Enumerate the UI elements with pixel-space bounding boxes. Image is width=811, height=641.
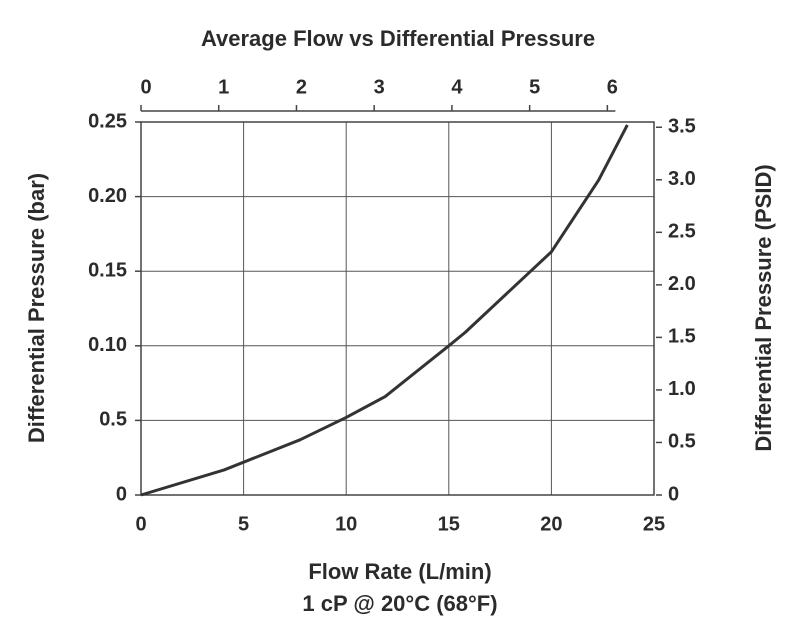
- data-line: [140, 124, 629, 497]
- x2-tick-label: 1: [218, 76, 229, 98]
- chart-title: Average Flow vs Differential Pressure: [201, 26, 595, 51]
- y-tick-label: 0.10: [88, 334, 127, 356]
- x2-tick-label: 4: [451, 76, 463, 98]
- x2-tick-label: 2: [296, 76, 307, 98]
- y2-tick-label: 0: [668, 483, 679, 505]
- x-tick-label: 0: [135, 513, 146, 535]
- x-tick-label: 15: [438, 513, 460, 535]
- y-axis-title: Differential Pressure (bar): [24, 173, 49, 443]
- y2-tick-label: 0.5: [668, 431, 696, 453]
- y2-tick-label: 1.5: [668, 326, 696, 348]
- y-tick-label: 0.20: [88, 185, 127, 207]
- x2-tick-label: 0: [140, 76, 151, 98]
- y-tick-label: 0.5: [99, 409, 127, 431]
- x-axis-title: Flow Rate (L/min): [308, 559, 491, 584]
- y-tick-label: 0: [116, 483, 127, 505]
- x2-tick-label: 5: [529, 76, 540, 98]
- y2-tick-label: 3.5: [668, 116, 696, 138]
- x-tick-label: 5: [238, 513, 249, 535]
- y2-tick-label: 3.0: [668, 168, 696, 190]
- y2-axis-title: Differential Pressure (PSID): [751, 164, 776, 451]
- x2-tick-label: 3: [374, 76, 385, 98]
- x-tick-label: 20: [540, 513, 562, 535]
- y2-tick-label: 1.0: [668, 378, 696, 400]
- x2-tick-label: 6: [607, 76, 618, 98]
- y2-tick-label: 2.5: [668, 221, 696, 243]
- y-tick-label: 0.25: [88, 110, 127, 132]
- x-tick-label: 10: [335, 513, 357, 535]
- y2-tick-label: 2.0: [668, 273, 696, 295]
- y-tick-label: 0.15: [88, 259, 127, 281]
- plot-frame: [140, 121, 655, 496]
- x-tick-label: 25: [643, 513, 665, 535]
- x-axis-subtitle: 1 cP @ 20°C (68°F): [302, 591, 497, 616]
